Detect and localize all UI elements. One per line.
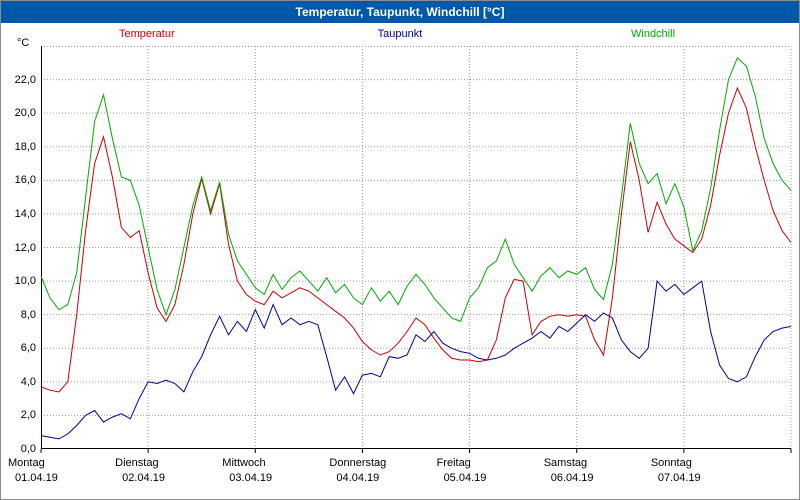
- legend-temperatur: Temperatur: [119, 28, 175, 40]
- x-tick-date-label: 05.04.19: [443, 472, 487, 484]
- chart-canvas: [40, 46, 792, 453]
- x-tick-day-label: Freitag: [436, 457, 471, 469]
- x-tick-date-label: 03.04.19: [229, 472, 273, 484]
- y-tick-label: 10,0: [14, 275, 36, 288]
- x-tick-day-label: Mittwoch: [222, 457, 266, 469]
- y-axis-unit: °C: [17, 37, 30, 49]
- y-tick-label: 18,0: [14, 140, 36, 153]
- window-title: Temperatur, Taupunkt, Windchill [°C]: [295, 5, 505, 19]
- x-tick-day-label: Samstag: [543, 457, 588, 469]
- legend-taupunkt: Taupunkt: [377, 28, 423, 40]
- title-bar: Temperatur, Taupunkt, Windchill [°C]: [1, 1, 799, 23]
- y-tick-label: 16,0: [14, 174, 36, 187]
- y-tick-label: 0,0: [20, 443, 36, 455]
- x-tick-date-label: 01.04.19: [15, 472, 58, 484]
- x-tick-date-label: 07.04.19: [657, 472, 701, 484]
- x-tick-date-label: 06.04.19: [550, 472, 594, 484]
- x-tick-date-label: 04.04.19: [336, 472, 380, 484]
- y-tick-label: 14,0: [14, 207, 36, 220]
- y-tick-label: 2,0: [20, 409, 36, 422]
- y-tick-label: 8,0: [20, 308, 36, 321]
- y-tick-label: 4,0: [20, 375, 36, 388]
- y-tick-label: 20,0: [14, 107, 36, 120]
- series-line-windchill: [40, 56, 792, 323]
- x-tick-day-label: Dienstag: [115, 457, 159, 469]
- series-line-temperatur: [40, 86, 792, 393]
- plot-area: [40, 46, 792, 453]
- legend-windchill: Windchill: [631, 28, 676, 40]
- y-tick-label: 22,0: [14, 73, 36, 86]
- chart-legend: Temperatur Taupunkt Windchill: [1, 23, 799, 45]
- y-tick-label: 6,0: [20, 342, 36, 355]
- y-tick-label: 12,0: [14, 241, 36, 254]
- x-tick-day-label: Donnerstag: [329, 457, 387, 469]
- x-tick-day-label: Montag: [8, 457, 45, 469]
- series-line-taupunkt: [40, 279, 792, 440]
- x-tick-date-label: 02.04.19: [122, 472, 165, 484]
- x-tick-day-label: Sonntag: [650, 457, 692, 469]
